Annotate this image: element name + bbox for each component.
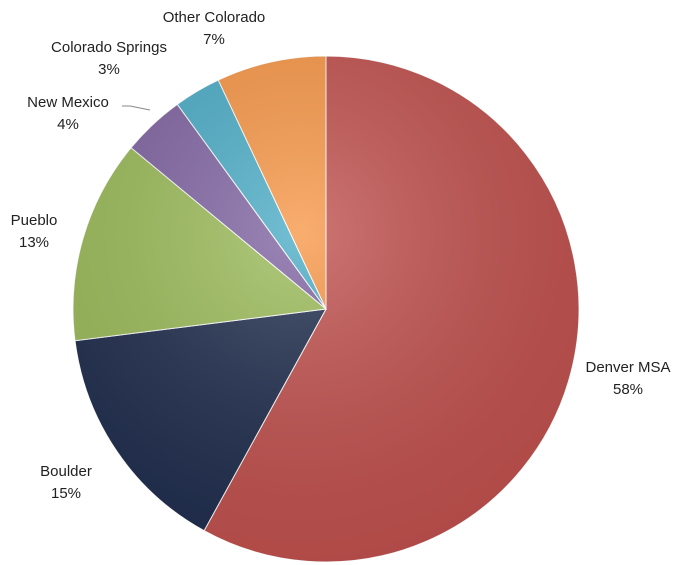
slice-label-value: 58% bbox=[613, 381, 643, 398]
slice-label-name: New Mexico bbox=[27, 94, 109, 111]
slice-label-name: Other Colorado bbox=[163, 9, 266, 26]
slice-label-name: Colorado Springs bbox=[51, 39, 167, 56]
slice-label-name: Pueblo bbox=[11, 212, 58, 229]
slice-label-value: 15% bbox=[51, 485, 81, 502]
slice-label-name: Boulder bbox=[40, 463, 92, 480]
slice-label-name: Denver MSA bbox=[585, 359, 670, 376]
slice-label-value: 4% bbox=[57, 116, 79, 133]
slice-label-other-colorado: Other Colorado 7% bbox=[163, 9, 266, 48]
slice-label-new-mexico: New Mexico 4% bbox=[27, 94, 109, 133]
slice-label-pueblo: Pueblo 13% bbox=[11, 212, 58, 251]
leader-line-new-mexico bbox=[122, 105, 151, 111]
slice-label-denver-msa: Denver MSA 58% bbox=[585, 359, 670, 398]
slice-label-boulder: Boulder 15% bbox=[40, 463, 92, 502]
slice-label-value: 7% bbox=[203, 31, 225, 48]
leader-lines bbox=[122, 105, 151, 111]
pie-slices bbox=[72, 55, 580, 563]
slice-label-value: 13% bbox=[19, 234, 49, 251]
slice-label-value: 3% bbox=[98, 61, 120, 78]
slice-labels: Denver MSA 58% Boulder 15% Pueblo 13% New Mexi… bbox=[11, 9, 671, 502]
slice-label-colorado-springs: Colorado Springs 3% bbox=[51, 39, 167, 78]
